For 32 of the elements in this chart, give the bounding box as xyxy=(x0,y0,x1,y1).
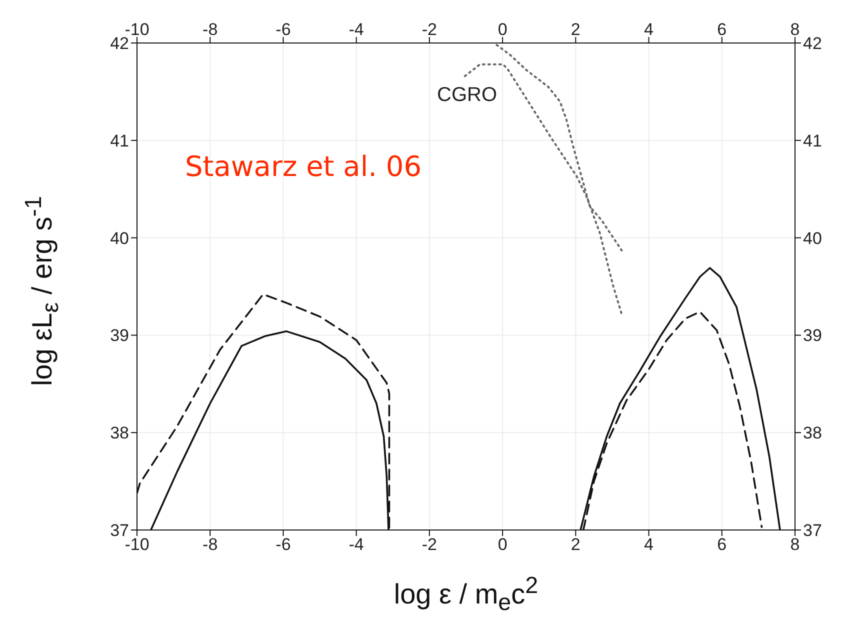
x-tick-label: 6 xyxy=(717,20,727,39)
x-tick-label: 4 xyxy=(644,20,654,39)
x-tick-label: -4 xyxy=(348,20,364,39)
x-axis-title: log ε / m$_{e}$c$^{2}$ xyxy=(392,572,540,616)
x2-tick-label: 2 xyxy=(570,535,580,554)
annotation: Stawarz et al. 06 xyxy=(185,150,422,183)
x2-tick-label: -8 xyxy=(202,535,218,554)
y2-tick-label: 40 xyxy=(803,228,822,248)
x2-tick-label: -6 xyxy=(276,535,291,554)
y-tick-label: 41 xyxy=(110,131,129,150)
x2-tick-label: -4 xyxy=(348,535,364,554)
y-tick-label: 40 xyxy=(110,228,129,248)
x-tick-label: 0 xyxy=(498,20,508,39)
y2-tick-label: 41 xyxy=(803,131,822,150)
y2-tick-label: 42 xyxy=(803,34,822,54)
x-tick-label: -6 xyxy=(276,20,291,39)
annotation: CGRO xyxy=(437,84,497,107)
x2-tick-label: 6 xyxy=(717,535,727,554)
y2-tick-label: 39 xyxy=(803,326,822,346)
x2-tick-label: 4 xyxy=(644,535,654,554)
x-tick-label: -2 xyxy=(422,20,438,39)
y-tick-label: 39 xyxy=(110,326,129,346)
x2-tick-label: 0 xyxy=(498,535,508,554)
y-tick-label: 42 xyxy=(110,34,129,54)
x2-tick-label: -2 xyxy=(422,535,438,554)
x-tick-label: -8 xyxy=(202,20,218,39)
x-tick-label: 8 xyxy=(790,20,800,39)
x-tick-label: 2 xyxy=(570,20,580,39)
y-tick-label: 38 xyxy=(110,424,129,443)
y2-tick-label: 38 xyxy=(803,424,822,443)
y2-tick-label: 37 xyxy=(803,521,822,540)
x2-tick-label: 8 xyxy=(790,535,800,554)
